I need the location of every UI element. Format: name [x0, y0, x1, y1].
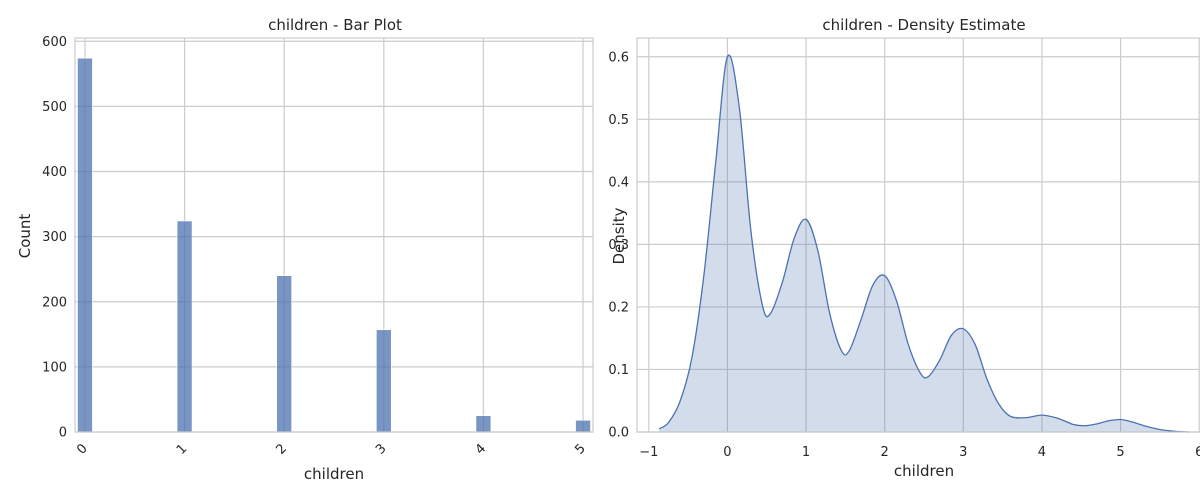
bar-plot-x-tick-label: 4: [473, 441, 489, 457]
bar-plot-y-tick-label: 100: [42, 360, 67, 375]
bar-plot-x-tick-label: 3: [373, 441, 389, 457]
density-curve-line: [658, 54, 1190, 433]
density-plot-y-tick-label: 0.5: [608, 113, 629, 128]
bar-plot-y-tick-label: 200: [42, 295, 67, 310]
density-plot-y-tick-label: 0.0: [608, 426, 629, 441]
density-plot-x-tick-label: 3: [959, 445, 967, 460]
bar-plot-grid: [75, 38, 593, 433]
density-plot-x-label: children: [894, 462, 954, 480]
bar-plot-x-tick-label: 0: [74, 441, 90, 457]
bar-plot-y-tick-label: 300: [42, 230, 67, 245]
bar-plot-bars: [77, 57, 591, 433]
bar-plot-x-tick-label: 2: [273, 441, 289, 457]
bar: [176, 220, 193, 433]
bar-plot-y-tick-label: 0: [59, 426, 67, 441]
density-plot-y-tick-label: 0.3: [608, 238, 629, 253]
density-area-fill: [659, 55, 1189, 432]
density-plot-panel: children - Density Estimate 0.0 0.1 0.2 0.3…: [608, 16, 1200, 480]
density-plot-x-tick-label: −1: [639, 445, 658, 460]
density-plot-y-ticks: 0.0 0.1 0.2 0.3 0.4 0.5 0.6: [608, 50, 629, 440]
bar-plot-panel: children - Bar Plot 0100200300400500600 …: [16, 16, 594, 483]
bar: [77, 57, 93, 433]
bar-plot-y-tick-label: 600: [42, 35, 67, 50]
bar-plot-x-ticks: 0 1 2 3 4 5: [74, 441, 589, 457]
density-plot-x-ticks: −1 0 1 2 3 4 5 6: [639, 445, 1200, 460]
density-plot-x-tick-label: 0: [723, 445, 731, 460]
density-plot-x-tick-label: 4: [1038, 445, 1046, 460]
bar-plot-y-tick-label: 400: [42, 165, 67, 180]
density-plot-x-tick-label: 2: [881, 445, 889, 460]
bar-plot-y-tick-label: 500: [42, 100, 67, 115]
density-plot-y-tick-label: 0.4: [608, 175, 629, 190]
density-plot-x-tick-label: 5: [1116, 445, 1124, 460]
bar-plot-frame: [74, 37, 594, 433]
bar-plot-y-ticks: 0 100 200 300 400 500 600: [42, 35, 67, 441]
density-plot-y-tick-label: 0.2: [608, 300, 629, 315]
density-plot-y-tick-label: 0.6: [608, 50, 629, 65]
bar: [575, 419, 591, 433]
bar: [376, 329, 392, 433]
bar: [276, 275, 292, 433]
bar-plot-y-label: Count: [16, 214, 34, 259]
bar-plot-title: children - Bar Plot: [268, 16, 402, 34]
density-plot-x-tick-label: 1: [802, 445, 810, 460]
density-plot-title: children - Density Estimate: [822, 16, 1025, 34]
bar: [475, 415, 492, 433]
density-plot-y-label: Density: [610, 207, 628, 264]
density-plot-y-tick-label: 0.1: [608, 363, 629, 378]
density-plot-x-tick-label: 6: [1195, 445, 1200, 460]
bar-plot-x-label: children: [304, 465, 364, 483]
density-plot-frame: [636, 37, 1200, 433]
bar-plot-x-tick-label: 5: [572, 441, 588, 457]
bar-plot-x-tick-label: 1: [174, 441, 190, 457]
